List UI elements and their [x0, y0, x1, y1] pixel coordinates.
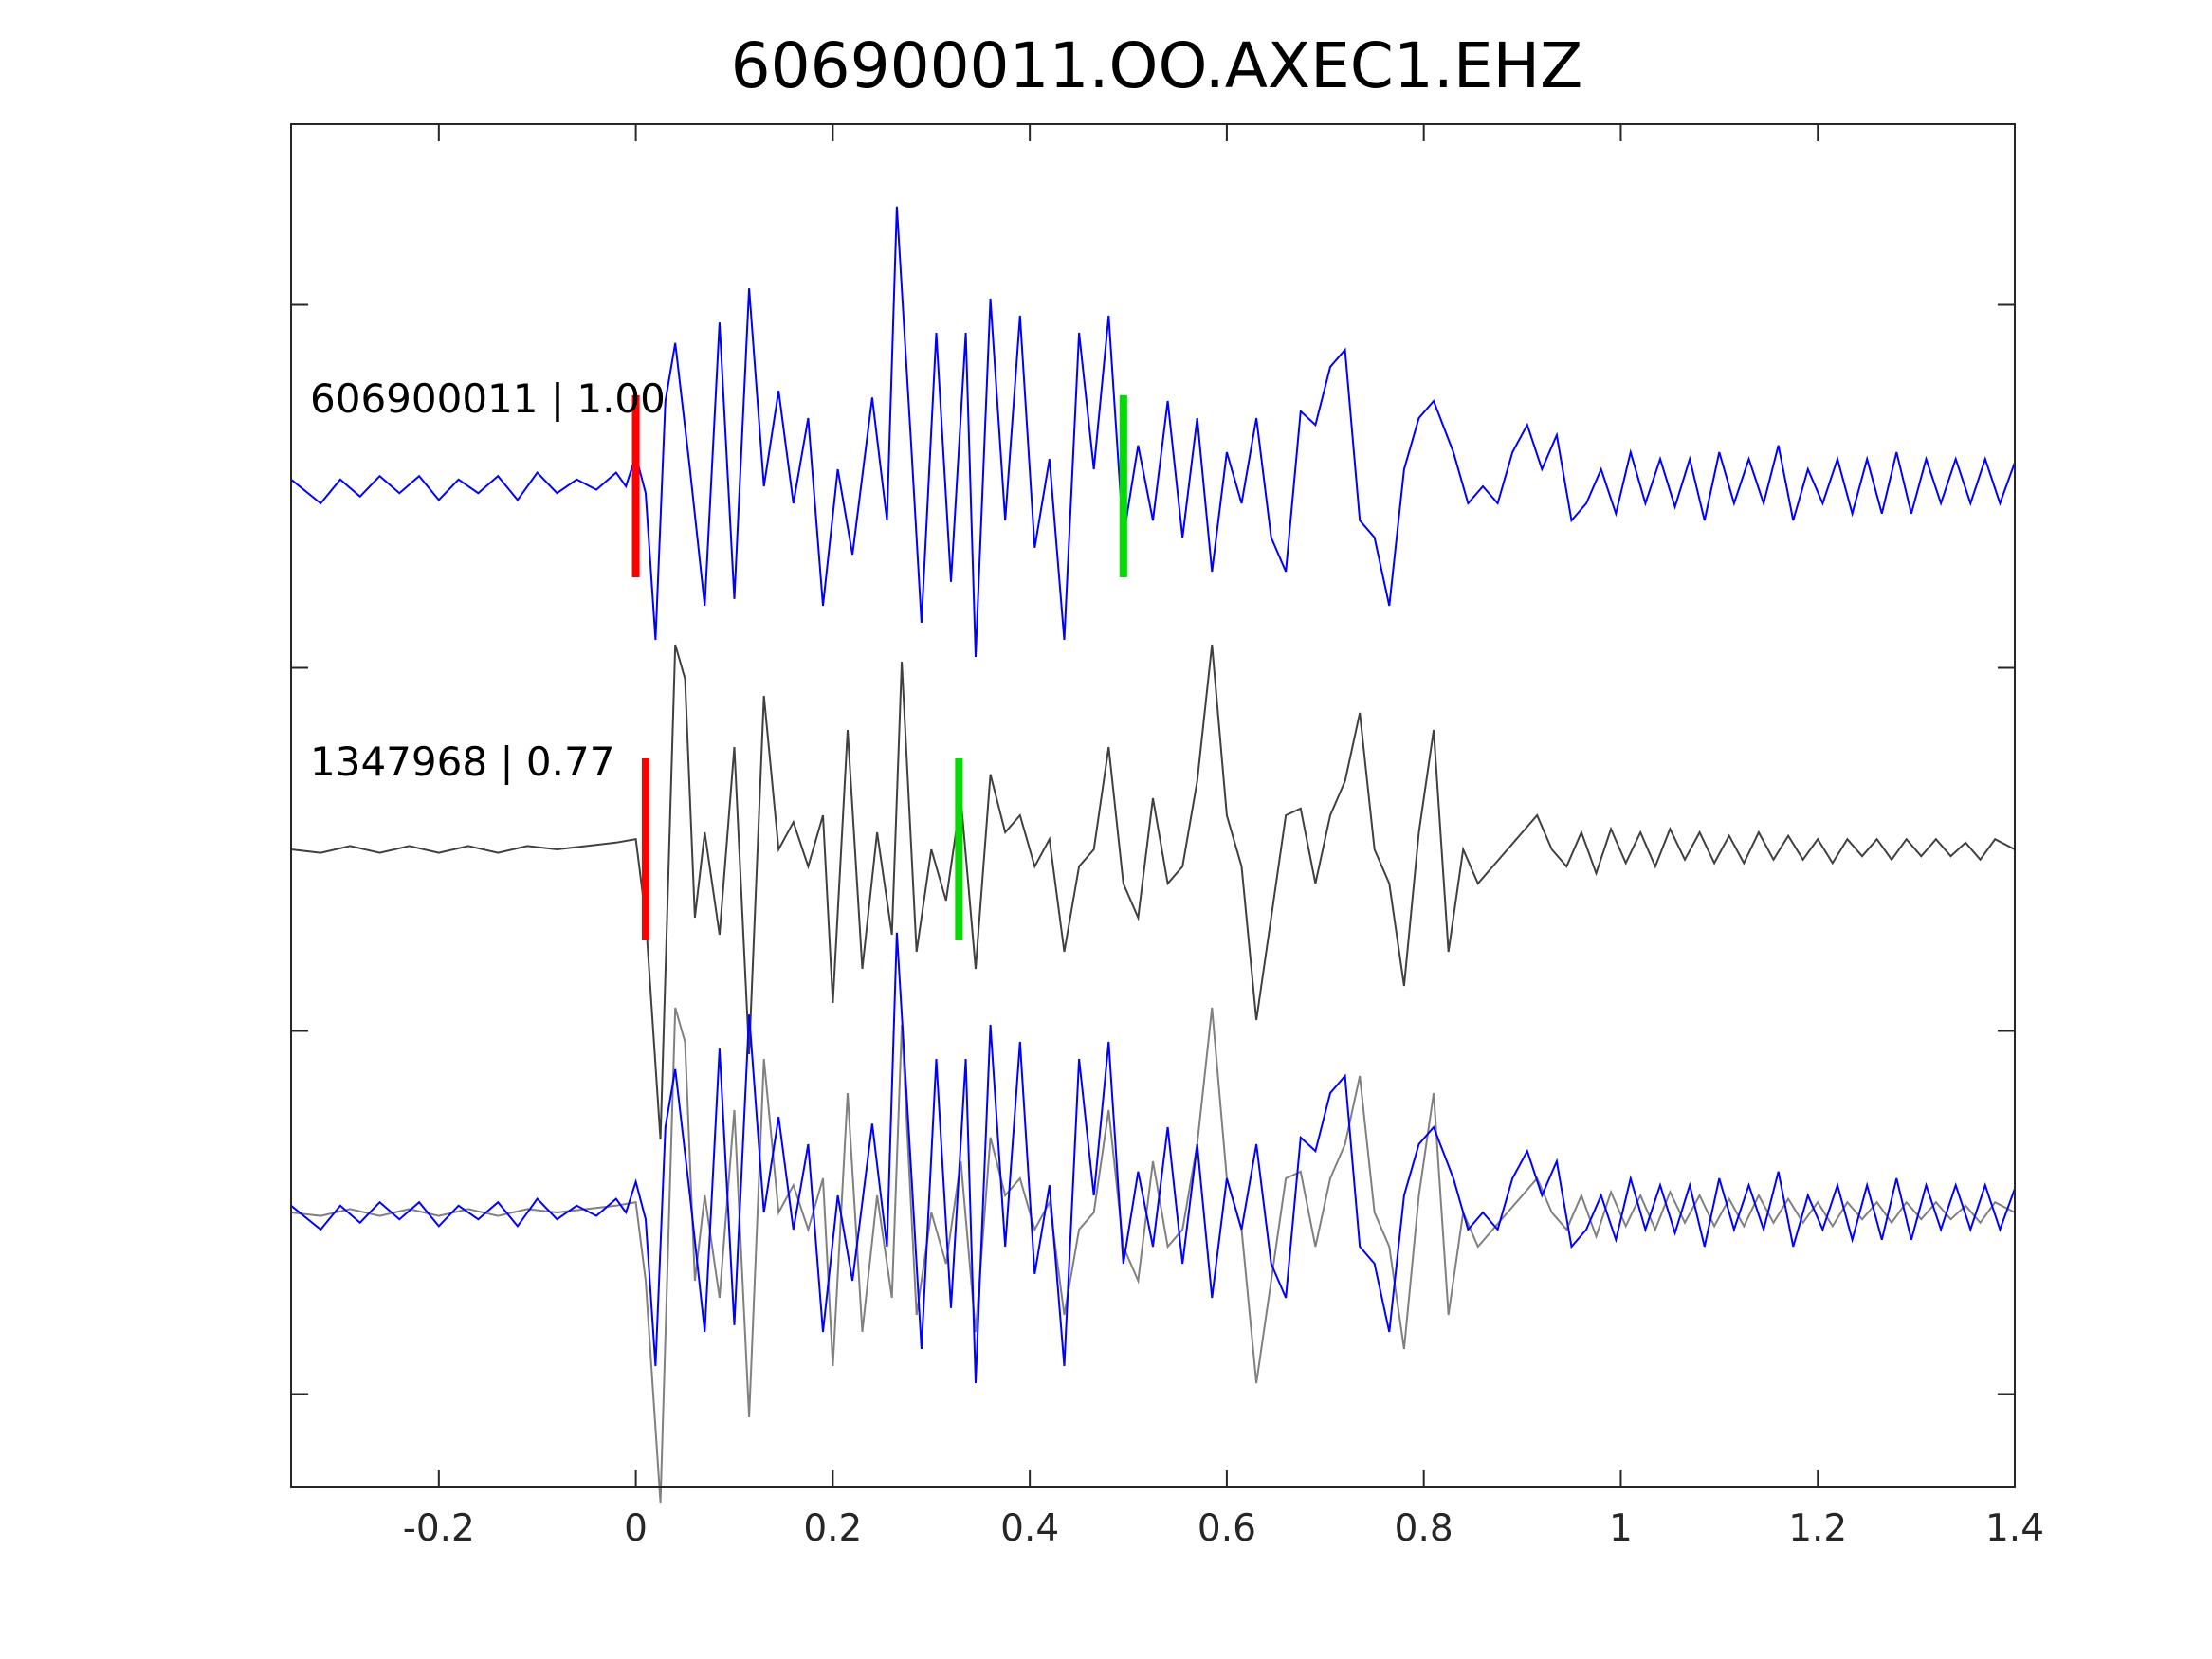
x-tick-label: 1.2 — [1788, 1507, 1847, 1550]
trace-layer — [290, 206, 2016, 1504]
pick-layer — [631, 395, 1127, 940]
x-tick-label: -0.2 — [403, 1507, 475, 1550]
overlay-trace-1 — [290, 932, 2016, 1384]
overlay-trace-2 — [290, 1007, 2016, 1504]
chart-title: 606900011.OO.AXEC1.EHZ — [731, 29, 1583, 102]
x-tick-label: 0 — [624, 1507, 648, 1550]
axes-box — [290, 123, 2016, 1488]
x-tick-label: 1 — [1609, 1507, 1633, 1550]
tick-layer: -0.2 0 0.2 0.4 0.6 0.8 1 1.2 1.4 — [291, 124, 2044, 1550]
x-tick-label: 0.4 — [1000, 1507, 1059, 1550]
trace-label-1: 606900011 | 1.00 — [310, 375, 666, 422]
trace-line-2 — [290, 644, 2016, 1140]
x-tick-label: 0.6 — [1197, 1507, 1256, 1550]
x-tick-label: 0.2 — [803, 1507, 862, 1550]
x-tick-label: 0.8 — [1395, 1507, 1453, 1550]
x-tick-label: 1.4 — [1985, 1507, 2044, 1550]
trace-line-1 — [290, 206, 2016, 658]
trace-label-2: 1347968 | 0.77 — [310, 738, 614, 785]
trace-label-layer: 606900011 | 1.00 1347968 | 0.77 — [310, 375, 666, 785]
